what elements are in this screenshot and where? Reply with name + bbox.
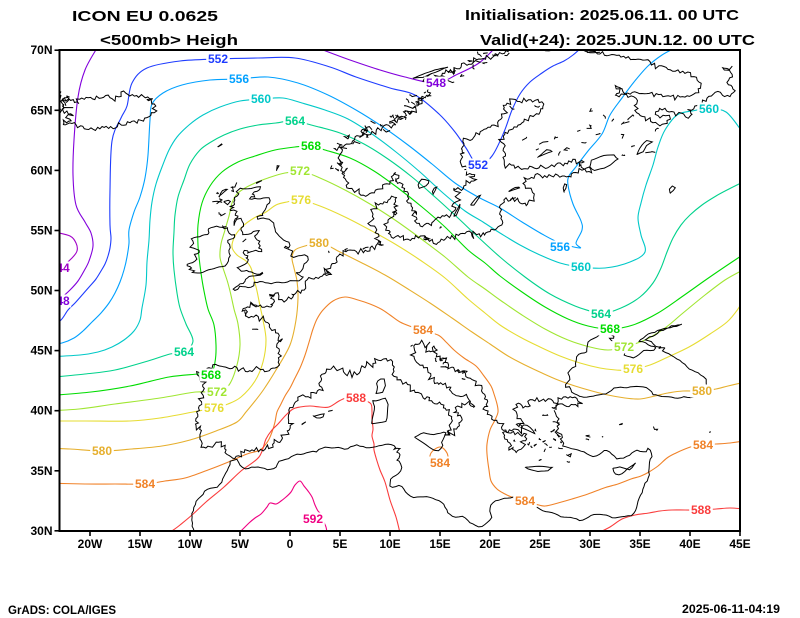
svg-text:588: 588 xyxy=(691,503,711,517)
svg-text:65N: 65N xyxy=(30,103,52,117)
svg-text:592: 592 xyxy=(303,512,323,526)
svg-text:560: 560 xyxy=(571,260,591,274)
svg-text:15W: 15W xyxy=(128,537,153,551)
svg-text:55N: 55N xyxy=(30,224,52,238)
svg-text:568: 568 xyxy=(201,368,221,382)
svg-text:564: 564 xyxy=(591,307,611,321)
svg-text:576: 576 xyxy=(291,193,311,207)
svg-text:45E: 45E xyxy=(729,537,750,551)
svg-text:560: 560 xyxy=(699,102,719,116)
svg-text:576: 576 xyxy=(204,401,224,415)
svg-text:70N: 70N xyxy=(30,43,52,57)
svg-text:44: 44 xyxy=(56,261,70,275)
svg-text:15E: 15E xyxy=(429,537,450,551)
svg-text:10E: 10E xyxy=(379,537,400,551)
svg-text:572: 572 xyxy=(207,385,227,399)
svg-text:552: 552 xyxy=(468,158,488,172)
svg-text:GrADS: COLA/IGES: GrADS: COLA/IGES xyxy=(8,605,116,617)
svg-text:30N: 30N xyxy=(30,524,52,538)
svg-text:35N: 35N xyxy=(30,464,52,478)
svg-text:30E: 30E xyxy=(579,537,600,551)
svg-text:584: 584 xyxy=(135,477,155,491)
svg-text:584: 584 xyxy=(413,323,433,337)
svg-text:10W: 10W xyxy=(178,537,203,551)
svg-text:572: 572 xyxy=(614,340,634,354)
svg-text:560: 560 xyxy=(251,92,271,106)
svg-text:584: 584 xyxy=(693,438,713,452)
svg-text:552: 552 xyxy=(208,52,228,66)
svg-text:ICON EU 0.0625: ICON EU 0.0625 xyxy=(72,8,218,25)
svg-text:20W: 20W xyxy=(78,537,103,551)
svg-text:35E: 35E xyxy=(629,537,650,551)
svg-text:564: 564 xyxy=(285,114,305,128)
svg-text:548: 548 xyxy=(426,76,446,90)
svg-text:48: 48 xyxy=(56,294,70,308)
svg-text:5W: 5W xyxy=(231,537,250,551)
svg-text:580: 580 xyxy=(92,444,112,458)
svg-text:568: 568 xyxy=(301,139,321,153)
svg-text:40N: 40N xyxy=(30,404,52,418)
svg-text:<500mb> Heigh: <500mb> Heigh xyxy=(100,32,238,49)
svg-text:588: 588 xyxy=(346,391,366,405)
svg-text:Initialisation: 2025.06.11. 00: Initialisation: 2025.06.11. 00 UTC xyxy=(465,7,739,24)
svg-text:556: 556 xyxy=(550,240,570,254)
svg-text:0: 0 xyxy=(287,537,294,551)
svg-text:584: 584 xyxy=(515,494,535,508)
svg-text:576: 576 xyxy=(623,362,643,376)
svg-text:45N: 45N xyxy=(30,344,52,358)
svg-text:556: 556 xyxy=(229,72,249,86)
svg-text:568: 568 xyxy=(600,322,620,336)
svg-text:5E: 5E xyxy=(333,537,348,551)
svg-text:580: 580 xyxy=(692,384,712,398)
svg-text:580: 580 xyxy=(309,236,329,250)
svg-text:584: 584 xyxy=(430,456,450,470)
svg-text:20E: 20E xyxy=(479,537,500,551)
svg-text:60N: 60N xyxy=(30,163,52,177)
svg-text:2025-06-11-04:19: 2025-06-11-04:19 xyxy=(682,604,780,616)
svg-text:Valid(+24): 2025.JUN.12. 00 UT: Valid(+24): 2025.JUN.12. 00 UTC xyxy=(480,32,755,49)
svg-text:50N: 50N xyxy=(30,284,52,298)
svg-text:40E: 40E xyxy=(679,537,700,551)
svg-text:25E: 25E xyxy=(529,537,550,551)
svg-text:572: 572 xyxy=(290,164,310,178)
svg-text:564: 564 xyxy=(174,345,194,359)
